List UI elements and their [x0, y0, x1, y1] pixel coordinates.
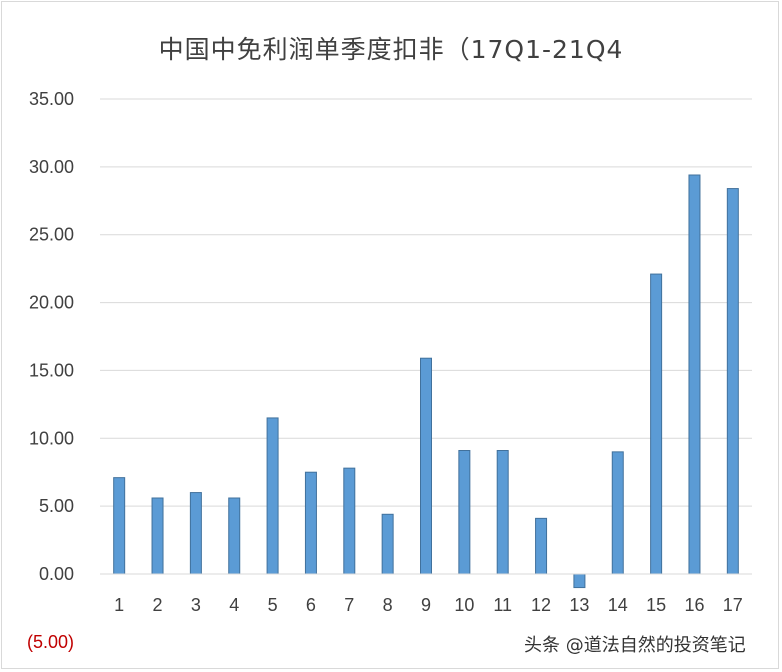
x-tick-label: 10: [454, 595, 474, 615]
x-tick-label: 1: [114, 595, 124, 615]
bar: [611, 451, 624, 575]
bar: [458, 450, 471, 575]
gridlines: [100, 98, 752, 507]
y-tick-label: 30.00: [29, 157, 74, 177]
x-tick-label: 5: [268, 595, 278, 615]
bar: [189, 492, 202, 575]
bar: [304, 471, 317, 575]
y-tick-label: 5.00: [39, 496, 74, 516]
y-axis: (5.00) 0.00 5.00 10.00 15.00 20.00 25.00 30.00 3…: [27, 89, 74, 652]
bar: [573, 573, 586, 589]
bars: [113, 174, 739, 589]
x-tick-label: 8: [383, 595, 393, 615]
watermark: 头条 @道法自然的投资笔记: [524, 635, 746, 656]
y-tick-label: 35.00: [29, 89, 74, 109]
x-tick-label: 6: [306, 595, 316, 615]
bar: [266, 417, 279, 575]
bar: [496, 450, 509, 575]
x-tick-label: 13: [569, 595, 589, 615]
bar: [381, 513, 394, 575]
y-tick-label: 25.00: [29, 225, 74, 245]
x-tick-label: 17: [723, 595, 743, 615]
x-tick-label: 4: [229, 595, 239, 615]
x-tick-label: 12: [531, 595, 551, 615]
x-tick-label: 16: [684, 595, 704, 615]
x-tick-label: 15: [646, 595, 666, 615]
x-tick-label: 11: [493, 595, 512, 615]
bar: [726, 188, 739, 575]
y-tick-label: 10.00: [29, 428, 74, 448]
x-axis: 1 2 3 4 5 6 7 8 9 10 11 12 13 14 15 16 17: [100, 573, 752, 615]
x-tick-label: 7: [344, 595, 354, 615]
bar: [650, 273, 663, 575]
x-tick-label: 9: [421, 595, 431, 615]
y-tick-label: 15.00: [29, 360, 74, 380]
y-tick-label: 20.00: [29, 293, 74, 313]
y-tick-label: (5.00): [27, 632, 74, 652]
bar: [688, 174, 701, 575]
bar: [535, 517, 548, 575]
x-tick-label: 2: [153, 595, 163, 615]
bar: [151, 497, 164, 575]
bar: [228, 497, 241, 575]
bar: [343, 467, 356, 575]
x-tick-label: 3: [191, 595, 201, 615]
y-tick-label: 0.00: [39, 564, 74, 584]
x-tick-label: 14: [608, 595, 628, 615]
bar: [113, 477, 126, 575]
chart-title: 中国中免利润单季度扣非（17Q1-21Q4: [158, 35, 624, 64]
bar: [420, 357, 432, 575]
